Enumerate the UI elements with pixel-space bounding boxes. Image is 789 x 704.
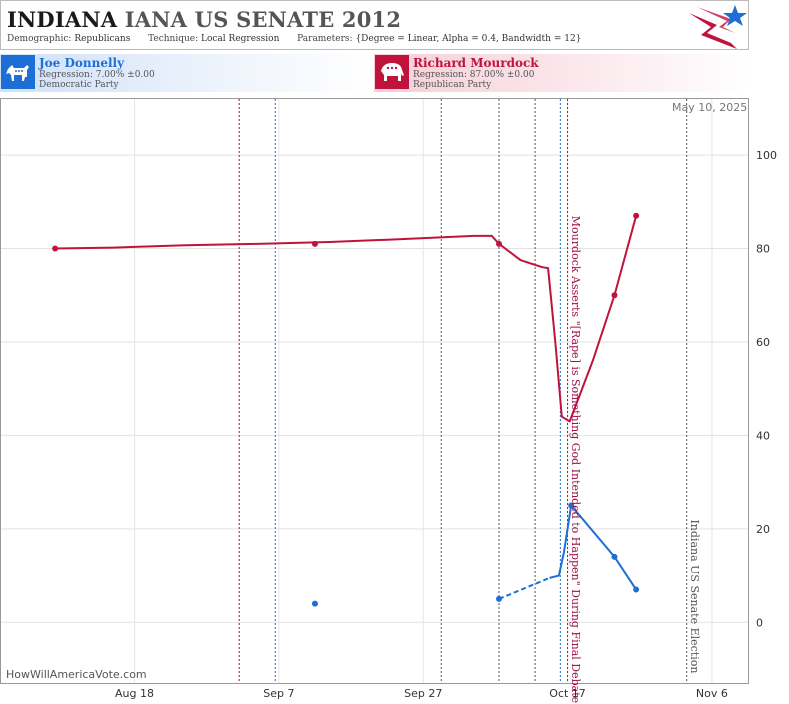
event-annotation: Mourdock Asserts "[Rape] is Something Go… (569, 216, 582, 703)
y-tick-label: 60 (756, 336, 770, 349)
data-point (311, 240, 318, 247)
y-tick-label: 40 (756, 429, 770, 442)
series-line (549, 503, 637, 591)
series-line (55, 215, 638, 423)
title-rest: IANA US SENATE 2012 (124, 7, 402, 32)
rep-regression: Regression: 87.00% ±0.00 (413, 70, 535, 80)
brand-logo-icon (689, 5, 747, 49)
data-point (611, 292, 618, 299)
chart-header: INDIANA IANA US SENATE 2012 Demographic:… (0, 0, 749, 50)
dem-regression: Regression: 7.00% ±0.00 (39, 70, 155, 80)
event-annotation: Indiana US Senate Election (688, 519, 701, 673)
technique-label: Technique: (148, 34, 199, 44)
data-point (52, 245, 59, 252)
annotations: Mourdock Asserts "[Rape] is Something Go… (569, 216, 701, 703)
parameters-label: Parameters: (297, 34, 353, 44)
technique-value: Local Regression (201, 34, 280, 44)
series-line-dashed (498, 576, 550, 600)
demographic-value: Republicans (74, 34, 131, 44)
x-tick-label: Aug 18 (115, 687, 154, 700)
parameters-value: {Degree = Linear, Alpha = 0.4, Bandwidth… (355, 34, 582, 44)
data-point (311, 600, 318, 607)
data-point (633, 212, 640, 219)
candidate-panel-rep: Richard Mourdock Regression: 87.00% ±0.0… (374, 54, 749, 92)
x-tick-label: Nov 6 (696, 687, 728, 700)
axis-labels: 0 20 40 60 80 100 Aug 18 Sep 7 Sep 27 Oct 17 Nov 6 (115, 149, 777, 700)
demographic-label: Demographic: (7, 34, 72, 44)
title-state: INDIANA (7, 7, 118, 32)
y-tick-label: 80 (756, 243, 770, 256)
y-tick-label: 100 (756, 149, 777, 162)
parameters-line: Demographic: Republicans Technique: Loca… (7, 34, 581, 44)
data-point (496, 595, 502, 602)
chart-date: May 10, 2025 (672, 101, 748, 114)
candidate-panel-dem: Joe Donnelly Regression: 7.00% ±0.00 Dem… (0, 54, 374, 92)
site-credit: HowWillAmericaVote.com (6, 668, 147, 681)
x-tick-label: Sep 27 (404, 687, 442, 700)
donkey-icon (1, 55, 35, 89)
plot-frame (0, 98, 749, 684)
dem-party: Democratic Party (39, 80, 119, 90)
x-tick-label: Sep 7 (263, 687, 294, 700)
data-point (611, 553, 618, 560)
rep-party: Republican Party (413, 80, 492, 90)
poll-chart: Mourdock Asserts "[Rape] is Something Go… (0, 98, 777, 703)
page-title: INDIANA IANA US SENATE 2012 (7, 7, 401, 32)
rep-candidate-name: Richard Mourdock (413, 56, 539, 70)
x-tick-label: Oct 17 (549, 687, 586, 700)
y-tick-label: 0 (756, 616, 763, 629)
series-layer (52, 212, 640, 607)
y-tick-label: 20 (756, 523, 770, 536)
data-point (633, 586, 640, 593)
data-point (568, 502, 575, 509)
elephant-icon (375, 55, 409, 89)
dem-candidate-name: Joe Donnelly (39, 56, 125, 70)
data-point (496, 240, 502, 247)
